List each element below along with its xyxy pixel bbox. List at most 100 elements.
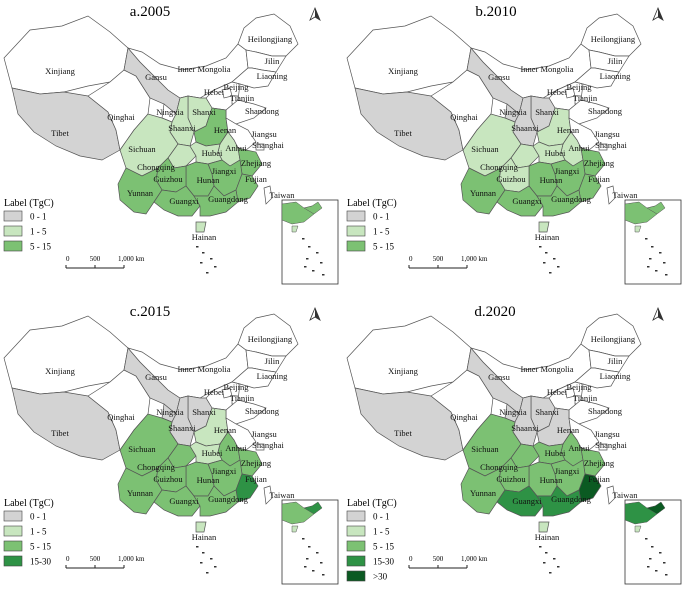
province-label: Shandong: [588, 106, 623, 116]
legend-swatch: [3, 525, 23, 537]
province-label: Zhejiang: [241, 158, 272, 168]
province-hainan: [538, 521, 550, 533]
province-taiwan: [606, 185, 616, 205]
province-label: Anhui: [225, 443, 247, 453]
panel-title: d.2020: [474, 304, 515, 320]
province-taiwan: [606, 485, 616, 505]
legend-label: 0 - 1: [373, 212, 390, 222]
province-guangdong: [536, 485, 582, 517]
legend-label: 0 - 1: [373, 512, 390, 522]
province-label: Hainan: [192, 232, 217, 242]
province-shanghai: [255, 143, 265, 151]
province-label: Anhui: [568, 443, 590, 453]
legend-swatch: [346, 240, 366, 252]
province-label: Chongqing: [480, 162, 519, 172]
legend-swatch: [3, 540, 23, 552]
island-mark: [210, 258, 213, 260]
province-guangxi: [153, 185, 201, 217]
province-label: Chongqing: [137, 462, 176, 472]
province-label: Guizhou: [153, 474, 183, 484]
legend: Label (TgC) 0 - 1 1 - 5 5 - 15 15-30: [3, 498, 54, 567]
province-label: Hainan: [192, 532, 217, 542]
province-label: Shaanxi: [168, 123, 196, 133]
province-label: Tianjin: [230, 393, 255, 403]
province-label: Guizhou: [153, 174, 183, 184]
province-hubei: [189, 141, 223, 165]
province-label: Liaoning: [257, 371, 288, 381]
province-label: Xinjiang: [45, 66, 75, 76]
island-mark: [539, 546, 542, 548]
legend-swatch: [346, 225, 366, 237]
island-mark: [549, 572, 552, 574]
province-label: Beijing: [566, 82, 592, 92]
province-label: Guangdong: [551, 194, 591, 204]
province-label: Jilin: [608, 56, 623, 66]
province-label: Xinjiang: [388, 66, 418, 76]
legend-label: 5 - 15: [30, 542, 51, 552]
province-label: Zhejiang: [584, 158, 615, 168]
province-label: Jiangxi: [212, 466, 237, 476]
province-label: Hubei: [545, 448, 566, 458]
province-label: Tibet: [394, 128, 412, 138]
legend-swatch: [3, 510, 23, 522]
province-label: Sichuan: [471, 444, 499, 454]
province-label: Qinghai: [450, 412, 478, 422]
province-label: Jilin: [608, 356, 623, 366]
province-label: Chongqing: [137, 162, 176, 172]
panel-title: b.2010: [475, 4, 516, 20]
legend-title: Label (TgC): [347, 198, 397, 209]
province-label: Qinghai: [107, 112, 135, 122]
province-label: Jiangsu: [594, 429, 620, 439]
province-label: Taiwan: [613, 190, 639, 200]
north-arrow-icon: [309, 6, 321, 21]
province-label: Xinjiang: [45, 366, 75, 376]
province-label: Jiangsu: [594, 129, 620, 139]
scale-label: 0: [409, 555, 413, 563]
province-label: Guangdong: [551, 494, 591, 504]
province-label: Guangdong: [208, 494, 248, 504]
province-label: Hebei: [204, 87, 225, 97]
province-label: Henan: [557, 125, 580, 135]
province-label: Qinghai: [107, 412, 135, 422]
province-label: Ningxia: [156, 407, 184, 417]
province-label: Beijing: [566, 382, 592, 392]
legend-swatch: [3, 210, 23, 222]
province-label: Shanxi: [535, 107, 559, 117]
legend-label: 15-30: [373, 557, 394, 567]
scale-label: 0: [66, 555, 70, 563]
legend-swatch: [346, 525, 366, 537]
province-label: Ningxia: [156, 107, 184, 117]
map-panel: c.2015 Xinjiang Tibet Qinghai Gansu Inner Mon…: [0, 296, 342, 592]
province-label: Fujian: [588, 174, 610, 184]
island-mark: [196, 246, 199, 248]
province-label: Shaanxi: [511, 123, 539, 133]
map-panel: b.2010 Xinjiang Tibet Qinghai Gansu Inner Mon…: [343, 0, 685, 296]
legend-swatch: [346, 510, 366, 522]
scale-bar: 0 500 1,000 km: [408, 255, 488, 269]
province-label: Beijing: [223, 382, 249, 392]
island-mark: [543, 562, 546, 564]
province-label: Jilin: [265, 56, 280, 66]
province-label: Hunan: [197, 175, 220, 185]
province-label: Inner Mongolia: [177, 64, 230, 74]
scale-label: 1,000 km: [118, 555, 145, 563]
province-label: Ningxia: [499, 407, 527, 417]
province-label: Hunan: [540, 475, 563, 485]
province-label: Shanghai: [252, 140, 284, 150]
legend-swatch: [346, 555, 366, 567]
province-label: Hainan: [535, 232, 560, 242]
map-panel: a.2005 Xinjiang Tibet Qinghai Gansu Inner Mon…: [0, 0, 342, 296]
china-map: c.2015 Xinjiang Tibet Qinghai Gansu Inner Mon…: [3, 304, 339, 585]
scale-label: 1,000 km: [461, 555, 488, 563]
province-label: Sichuan: [471, 144, 499, 154]
island-mark: [206, 572, 209, 574]
province-label: Heilongjiang: [591, 334, 636, 344]
scale-label: 500: [433, 255, 444, 263]
province-label: Henan: [214, 425, 237, 435]
province-label: Hainan: [535, 532, 560, 542]
legend-title: Label (TgC): [347, 498, 397, 509]
province-label: Tibet: [51, 428, 69, 438]
province-label: Taiwan: [270, 490, 296, 500]
legend-swatch: [3, 555, 23, 567]
province-label: Hubei: [545, 148, 566, 158]
